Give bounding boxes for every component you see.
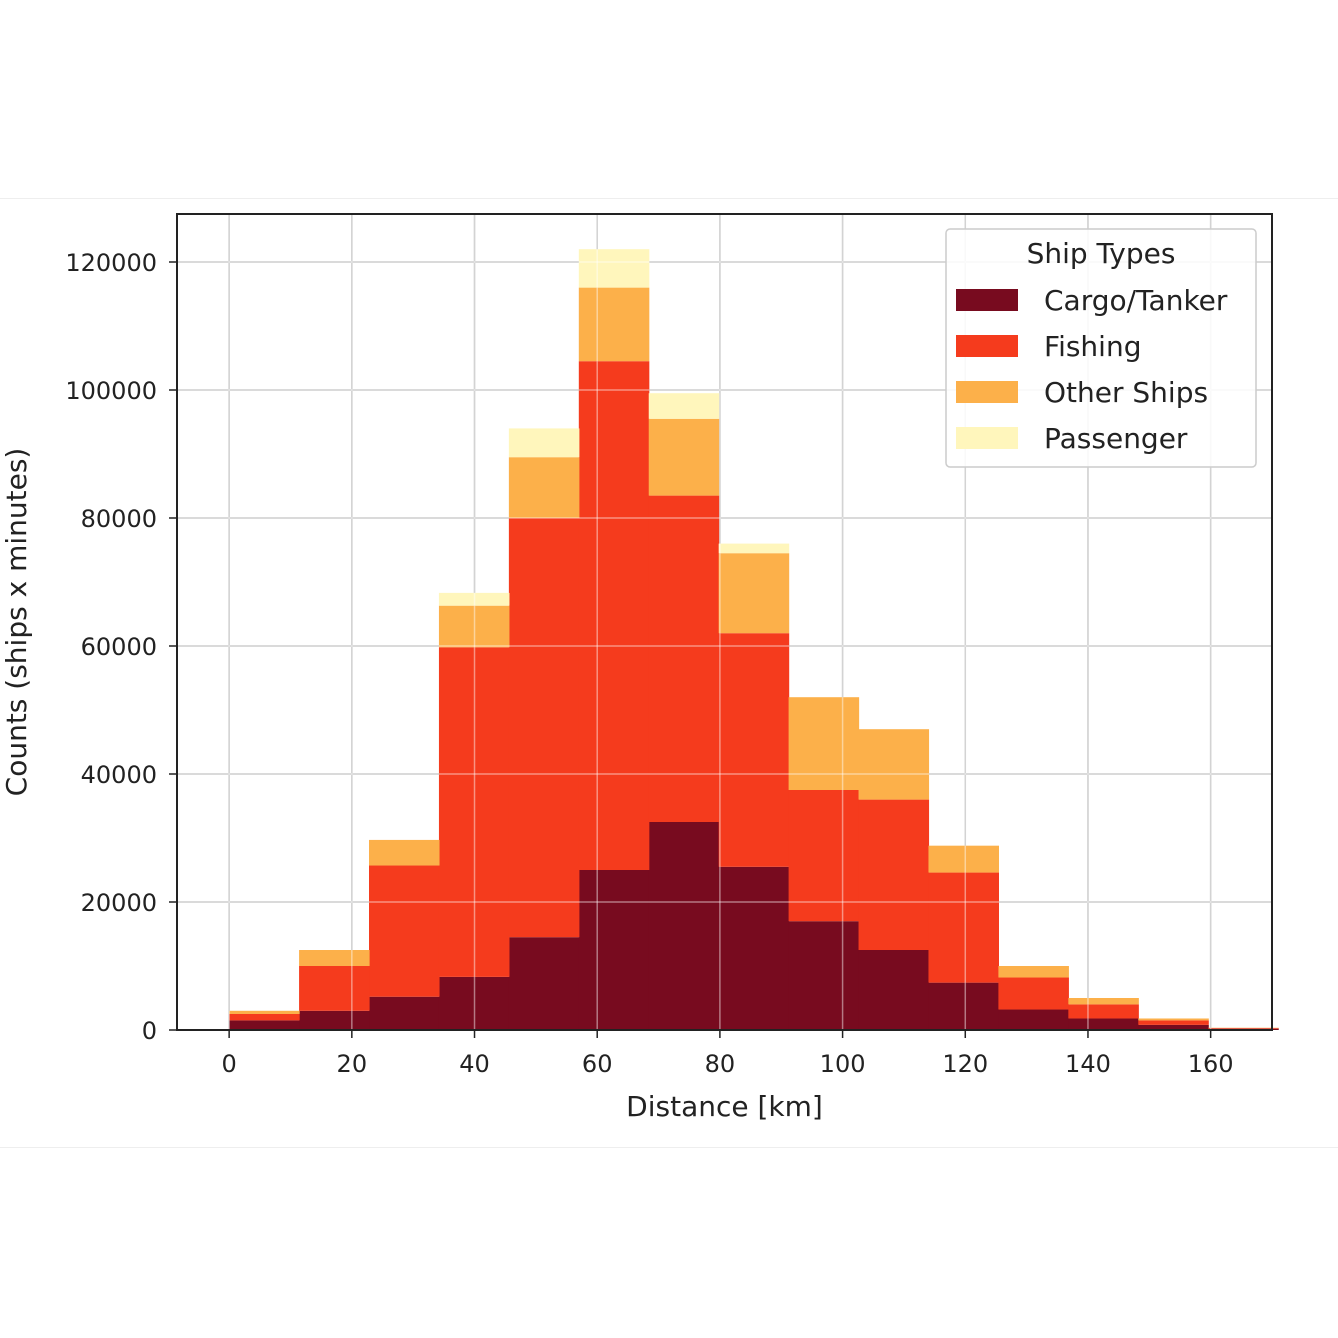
bar-other-ships-4 bbox=[508, 457, 580, 518]
bar-other-ships-7 bbox=[718, 553, 790, 634]
y-tick-label: 40000 bbox=[81, 761, 157, 789]
bar-other-ships-1 bbox=[299, 950, 370, 966]
legend-label: Other Ships bbox=[1044, 376, 1208, 409]
bar-other-ships-3 bbox=[438, 605, 510, 648]
x-tick-label: 120 bbox=[942, 1050, 988, 1078]
legend-label: Passenger bbox=[1044, 422, 1188, 455]
legend-swatch bbox=[956, 381, 1018, 403]
x-tick-label: 100 bbox=[820, 1050, 866, 1078]
y-tick-label: 100000 bbox=[65, 377, 157, 405]
bar-cargo-tanker-2 bbox=[369, 996, 440, 1030]
bar-fishing-3 bbox=[438, 647, 510, 977]
x-axis-label: Distance [km] bbox=[626, 1090, 823, 1123]
legend-swatch bbox=[956, 335, 1018, 357]
bar-cargo-tanker-5 bbox=[578, 870, 650, 1030]
bar-cargo-tanker-7 bbox=[718, 866, 790, 1030]
histogram-bars bbox=[229, 249, 1279, 1030]
legend-box bbox=[945, 228, 1257, 468]
bar-fishing-14 bbox=[1208, 1028, 1279, 1029]
bar-passenger-4 bbox=[508, 428, 580, 458]
bar-other-ships-5 bbox=[578, 287, 650, 362]
x-tick-label: 160 bbox=[1188, 1050, 1234, 1078]
bar-cargo-tanker-13 bbox=[1138, 1024, 1209, 1030]
y-tick-label: 60000 bbox=[81, 633, 157, 661]
y-tick-label: 0 bbox=[142, 1017, 157, 1045]
x-tick-label: 60 bbox=[582, 1050, 613, 1078]
bar-cargo-tanker-6 bbox=[648, 822, 720, 1030]
bar-other-ships-11 bbox=[998, 966, 1069, 978]
y-tick-label: 80000 bbox=[81, 505, 157, 533]
bar-passenger-3 bbox=[438, 592, 510, 606]
bar-cargo-tanker-9 bbox=[858, 950, 930, 1030]
bar-fishing-13 bbox=[1138, 1020, 1209, 1025]
legend: Ship Types Cargo/Tanker Fishing Other Ship… bbox=[945, 228, 1257, 468]
bar-fishing-8 bbox=[788, 790, 860, 922]
bar-fishing-2 bbox=[369, 865, 440, 997]
x-tick-label: 80 bbox=[705, 1050, 736, 1078]
y-tick-label: 120000 bbox=[65, 249, 157, 277]
x-tick-label: 20 bbox=[337, 1050, 368, 1078]
bar-other-ships-9 bbox=[858, 729, 930, 800]
bar-cargo-tanker-3 bbox=[438, 976, 510, 1030]
bar-fishing-11 bbox=[998, 977, 1069, 1010]
bar-fishing-12 bbox=[1068, 1004, 1139, 1019]
bar-cargo-tanker-10 bbox=[928, 982, 1000, 1030]
histogram-chart: 0 20 40 60 80 100 120 140 160 0 20000 40000 60000 80… bbox=[0, 213, 1279, 1123]
bar-other-ships-2 bbox=[369, 839, 440, 866]
bar-cargo-tanker-8 bbox=[788, 921, 860, 1030]
bar-cargo-tanker-0 bbox=[229, 1020, 300, 1030]
bar-fishing-1 bbox=[299, 966, 370, 1011]
bar-fishing-6 bbox=[648, 495, 720, 822]
legend-label: Cargo/Tanker bbox=[1044, 284, 1228, 317]
bar-cargo-tanker-4 bbox=[508, 937, 580, 1030]
bar-cargo-tanker-12 bbox=[1068, 1018, 1139, 1030]
legend-title: Ship Types bbox=[1027, 237, 1176, 270]
chart-frame: 0 20 40 60 80 100 120 140 160 0 20000 40000 60000 80… bbox=[0, 198, 1338, 1148]
bar-cargo-tanker-11 bbox=[998, 1009, 1069, 1030]
bar-fishing-5 bbox=[578, 361, 650, 870]
bar-fishing-4 bbox=[508, 518, 580, 938]
bar-fishing-9 bbox=[858, 799, 930, 950]
bar-other-ships-0 bbox=[229, 1010, 300, 1014]
legend-swatch bbox=[956, 289, 1018, 311]
bar-passenger-6 bbox=[648, 393, 720, 419]
bar-cargo-tanker-1 bbox=[299, 1010, 370, 1030]
bar-fishing-0 bbox=[229, 1014, 300, 1021]
y-axis-label: Counts (ships x minutes) bbox=[0, 448, 33, 797]
bar-fishing-7 bbox=[718, 633, 790, 867]
bar-other-ships-13 bbox=[1138, 1018, 1209, 1021]
bar-other-ships-8 bbox=[788, 697, 860, 790]
bar-other-ships-6 bbox=[648, 418, 720, 496]
x-axis-ticks: 0 20 40 60 80 100 120 140 160 bbox=[222, 1030, 1234, 1078]
bar-fishing-10 bbox=[928, 872, 1000, 983]
legend-swatch bbox=[956, 427, 1018, 449]
y-tick-label: 20000 bbox=[81, 889, 157, 917]
y-axis-ticks: 0 20000 40000 60000 80000 100000 120000 bbox=[65, 249, 177, 1045]
bar-other-ships-12 bbox=[1068, 998, 1139, 1005]
bar-other-ships-10 bbox=[928, 845, 1000, 873]
x-tick-label: 0 bbox=[222, 1050, 237, 1078]
x-tick-label: 40 bbox=[459, 1050, 490, 1078]
legend-items: Cargo/Tanker Fishing Other Ships Passenger bbox=[956, 284, 1228, 455]
bar-passenger-7 bbox=[718, 543, 790, 554]
x-tick-label: 140 bbox=[1065, 1050, 1111, 1078]
plot-border bbox=[176, 213, 1273, 1031]
bar-passenger-5 bbox=[578, 249, 650, 288]
legend-label: Fishing bbox=[1044, 330, 1141, 363]
